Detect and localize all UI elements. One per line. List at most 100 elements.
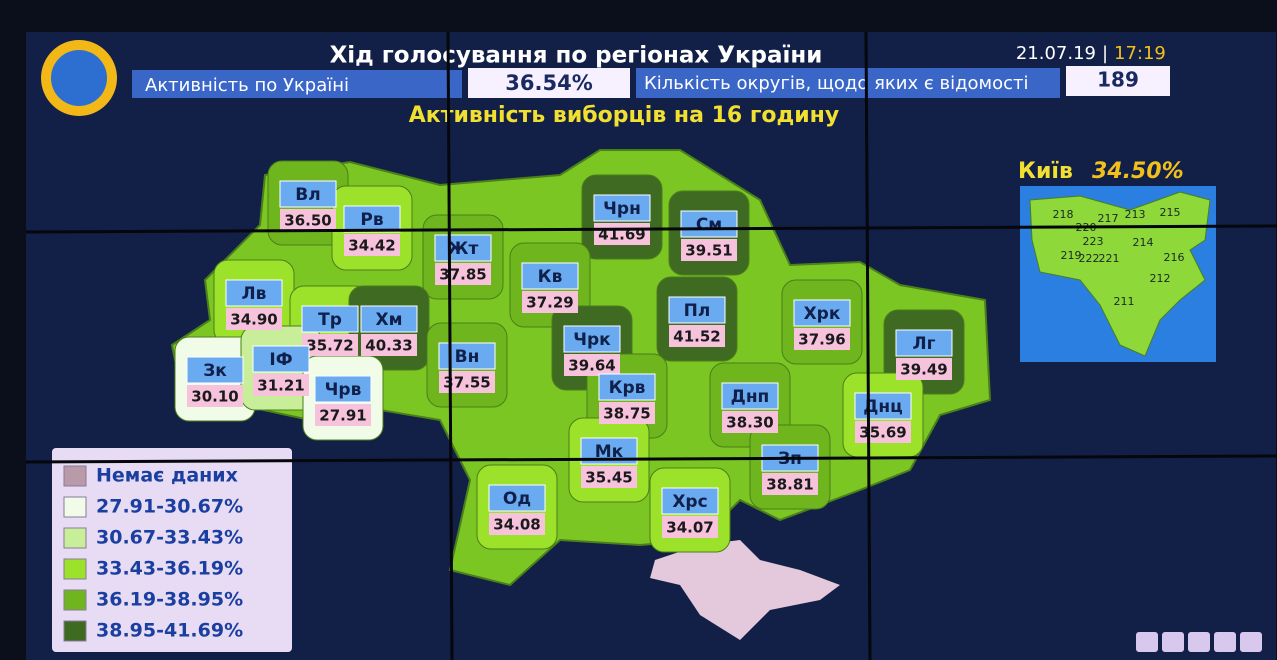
districts-value: 189 [1097, 68, 1139, 92]
legend-label: 36.19-38.95% [96, 589, 243, 611]
kyiv-district: 217 [1098, 212, 1119, 225]
region-value: 37.55 [443, 374, 490, 392]
region-value-box [302, 334, 358, 356]
region-name-box [793, 299, 851, 327]
region-value: 34.90 [230, 311, 277, 329]
region-value-box [669, 325, 725, 347]
region-name-box [721, 382, 779, 410]
region-value: 31.21 [257, 377, 304, 395]
legend-items: Немає даних 27.91-30.67% 30.67-33.43% 33.43… [63, 465, 243, 642]
title: Хід голосування по регіонах України [330, 43, 823, 69]
kyiv-district: 214 [1133, 236, 1154, 249]
region-name: Тр [318, 310, 342, 330]
region-value-box [489, 513, 545, 535]
kyiv-name: Київ [1018, 159, 1073, 184]
region-name-box [521, 262, 579, 290]
region-value: 39.51 [685, 242, 732, 260]
legend-label: 38.95-41.69% [96, 620, 243, 642]
region-name: ІФ [269, 350, 292, 370]
region-name-box [668, 296, 726, 324]
region-value: 38.30 [726, 414, 773, 432]
region-value-box [564, 354, 620, 376]
region-name-box [360, 305, 418, 333]
subtitle: Активність виборців на 16 годину [409, 103, 839, 128]
kyiv-district: 211 [1114, 295, 1135, 308]
legend-label: 33.43-36.19% [96, 558, 243, 580]
kyiv-district: 221 [1099, 252, 1120, 265]
region-value-box [896, 358, 952, 380]
region-name-box [895, 329, 953, 357]
seam [25, 454, 1277, 464]
region-value: 37.96 [798, 331, 845, 349]
region-name: Чрк [573, 330, 611, 350]
kyiv-district: 223 [1083, 235, 1104, 248]
back-button[interactable] [1136, 632, 1158, 652]
separator: | [1102, 43, 1108, 64]
region-value: 37.85 [439, 266, 486, 284]
region-name-box [434, 234, 492, 262]
region-value-box [599, 402, 655, 424]
label-bg [132, 70, 462, 98]
up-button[interactable] [1162, 632, 1184, 652]
region-name-box [314, 375, 372, 403]
region-name: Мк [595, 442, 624, 462]
region-value: 35.72 [306, 337, 353, 355]
region-name-box [279, 180, 337, 208]
nav-buttons [1136, 632, 1262, 652]
region-name-box [854, 392, 912, 420]
turnout-value: 36.54% [505, 71, 592, 95]
legend-swatch [63, 589, 87, 611]
region-name: Пл [684, 301, 711, 321]
region-value: 34.08 [493, 516, 540, 534]
region-name: Вл [295, 185, 320, 205]
legend-swatch [63, 465, 87, 487]
region-name: Днц [863, 397, 903, 417]
region-name: Днп [731, 387, 770, 407]
kyiv-district: 216 [1164, 251, 1185, 264]
region-name-box [186, 356, 244, 384]
region-name: Крв [609, 378, 646, 398]
legend-label: 27.91-30.67% [96, 496, 243, 518]
region-name-box [343, 205, 401, 233]
seam [864, 31, 872, 660]
region-value-box [280, 209, 336, 231]
region-value: 27.91 [319, 407, 366, 425]
region-name: Хм [375, 310, 402, 330]
legend-swatch [63, 620, 87, 642]
seam [25, 224, 1277, 234]
kyiv-map [1029, 191, 1211, 357]
region-value: 41.52 [673, 328, 720, 346]
region-value: 35.69 [859, 424, 906, 442]
legend [52, 448, 292, 652]
menu-button[interactable] [1240, 632, 1262, 652]
label-bg [636, 68, 1060, 98]
region-value-box [187, 385, 243, 407]
region-name: Вн [455, 347, 480, 367]
region-name: Хрс [672, 492, 707, 512]
region-name-box [598, 373, 656, 401]
region-name: Чрн [603, 199, 641, 219]
region-name: Чрв [325, 380, 362, 400]
region-name-box [252, 345, 310, 373]
crimea [650, 540, 840, 640]
region-value-box [315, 404, 371, 426]
logo-inner [51, 50, 107, 106]
seam [446, 31, 454, 660]
region-value-box [581, 466, 637, 488]
region-value-box [681, 239, 737, 261]
region-name-box [661, 487, 719, 515]
region-value: 35.45 [585, 469, 632, 487]
region-value-box [722, 411, 778, 433]
region-value-box [253, 374, 309, 396]
region-name: Жт [448, 239, 479, 259]
forward-button[interactable] [1188, 632, 1210, 652]
region-name-box [301, 305, 359, 333]
home-button[interactable] [1214, 632, 1236, 652]
region-name: Хрк [804, 304, 841, 324]
date: 21.07.19 [1016, 43, 1096, 64]
kyiv-district: 222 [1079, 252, 1100, 265]
kyiv-district: 218 [1053, 208, 1074, 221]
region-value-box [226, 308, 282, 330]
kyiv-district: 215 [1160, 206, 1181, 219]
